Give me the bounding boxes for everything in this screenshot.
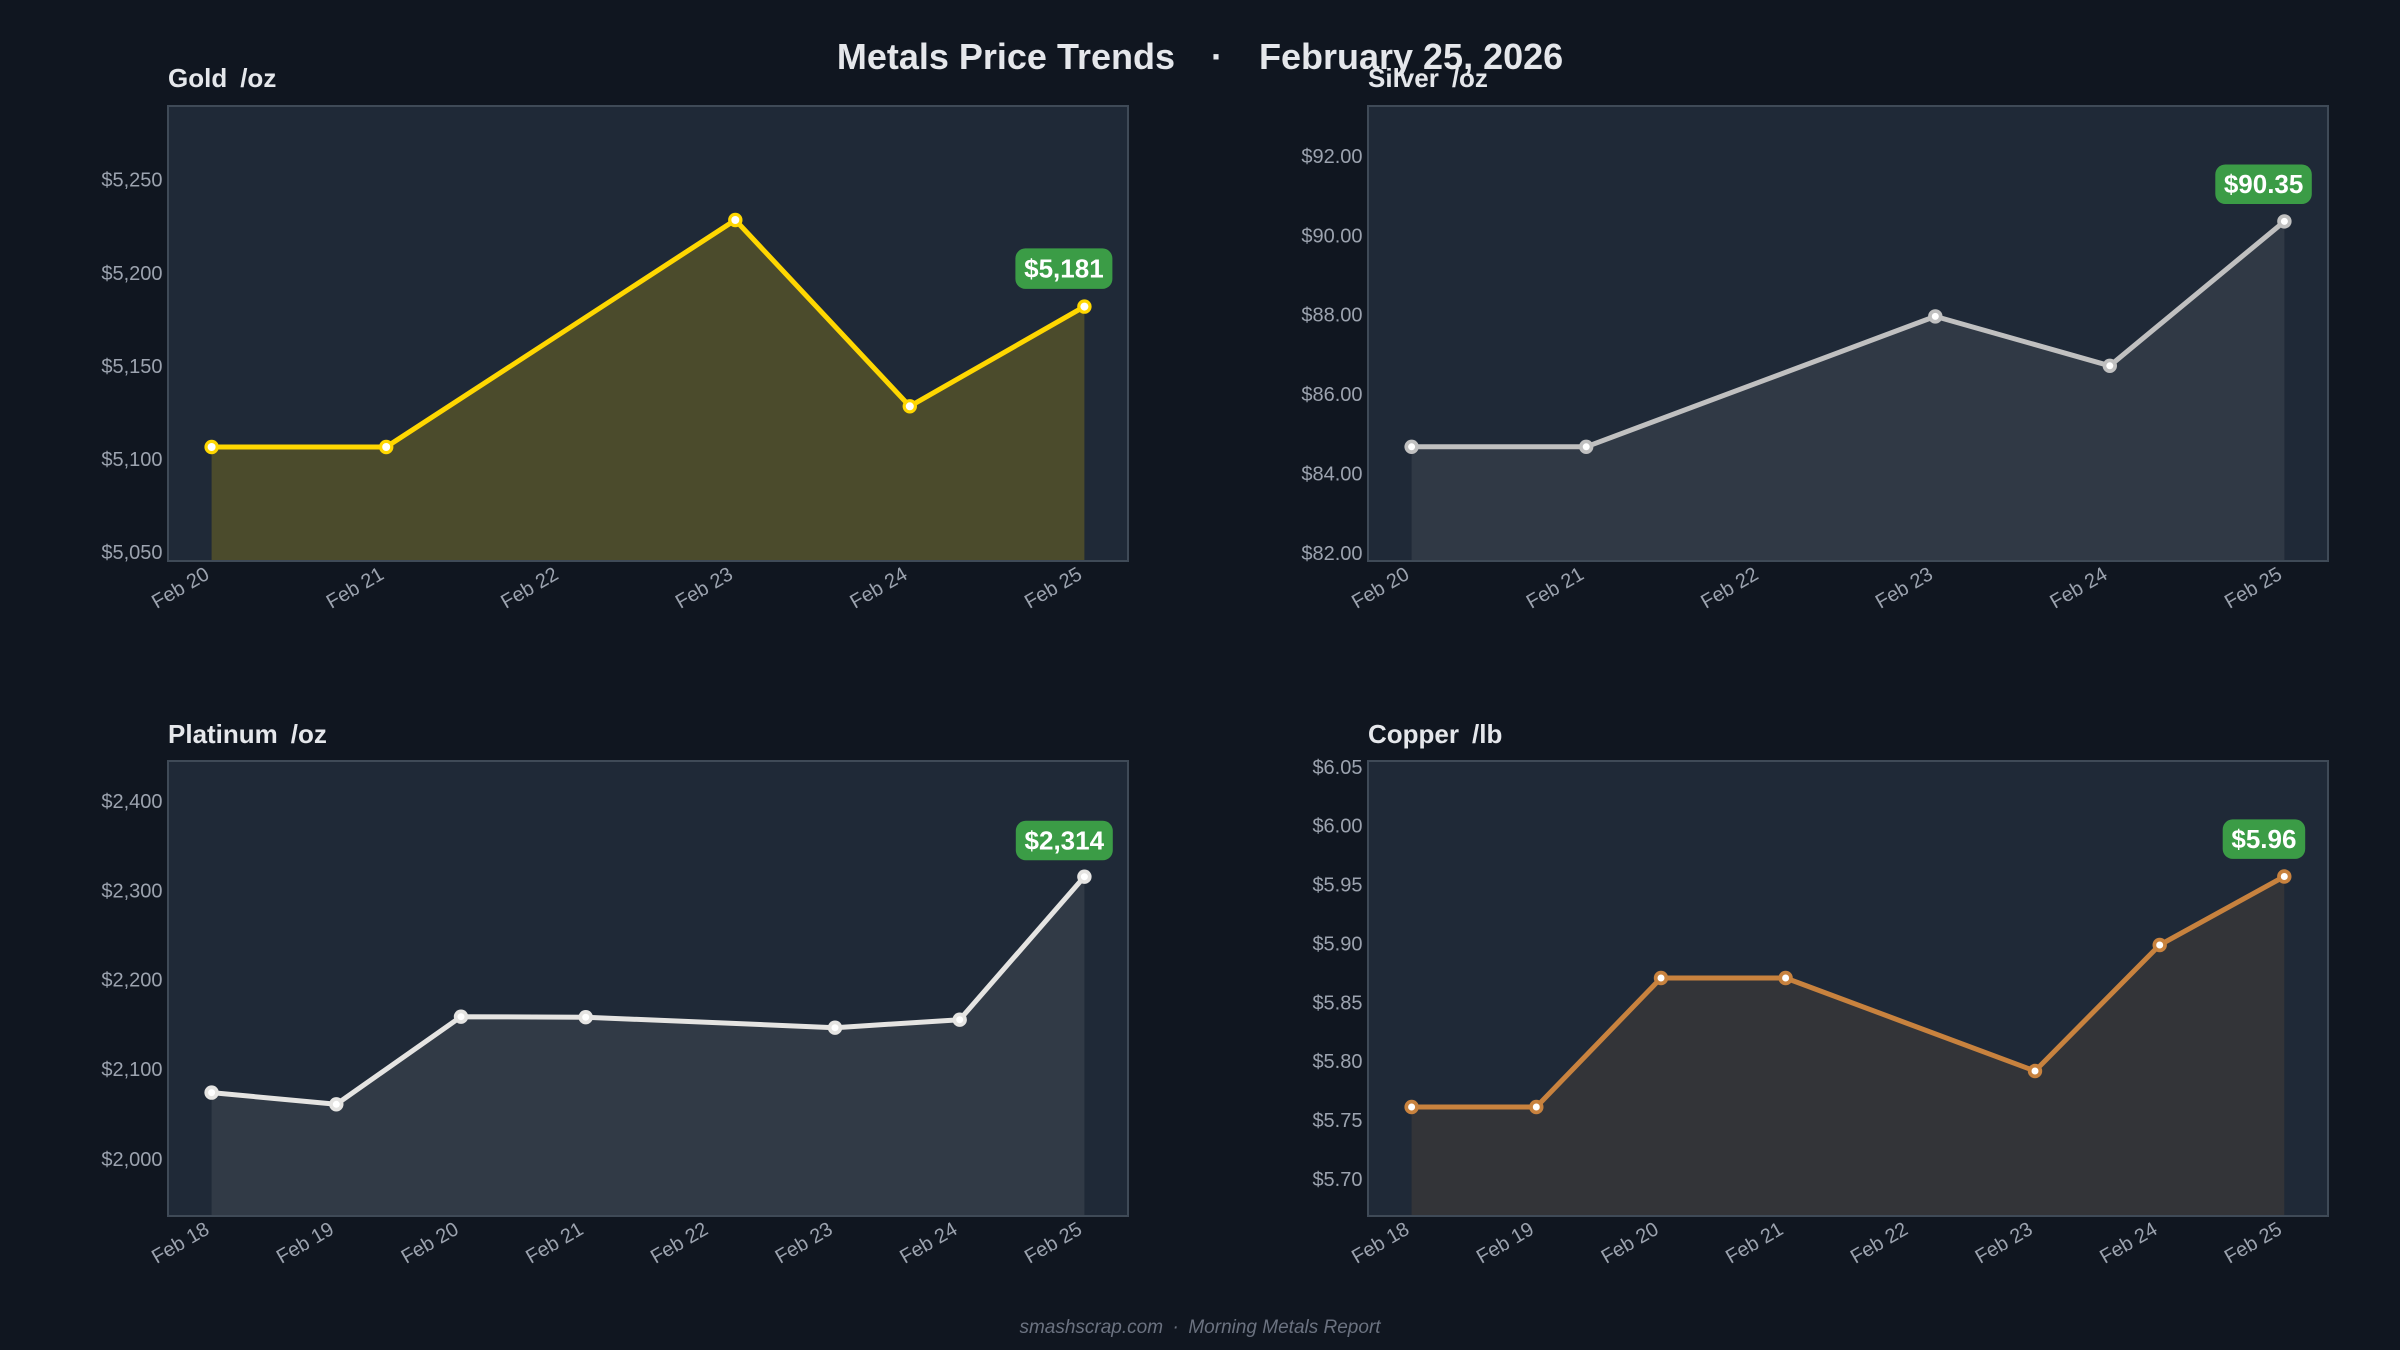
- svg-text:$90.35: $90.35: [2224, 169, 2304, 199]
- svg-text:$92.00: $92.00: [1301, 146, 1362, 168]
- svg-text:$5,200: $5,200: [101, 263, 162, 285]
- svg-text:$5,150: $5,150: [101, 356, 162, 378]
- svg-text:$5,100: $5,100: [101, 449, 162, 471]
- svg-text:$2,300: $2,300: [101, 880, 162, 902]
- svg-text:$5.96: $5.96: [2231, 824, 2296, 854]
- svg-text:$2,400: $2,400: [101, 791, 162, 813]
- svg-text:$88.00: $88.00: [1301, 305, 1362, 327]
- svg-text:$5,181: $5,181: [1024, 254, 1104, 284]
- svg-text:$5.75: $5.75: [1312, 1110, 1362, 1132]
- svg-text:$82.00: $82.00: [1301, 543, 1362, 565]
- svg-text:$90.00: $90.00: [1301, 225, 1362, 247]
- svg-text:Metals Price Trends · Februa: Metals Price Trends · February 25, 2026: [837, 36, 1563, 77]
- svg-text:$5.90: $5.90: [1312, 933, 1362, 955]
- svg-text:$2,200: $2,200: [101, 970, 162, 992]
- svg-text:$6.00: $6.00: [1312, 816, 1362, 838]
- svg-text:$2,100: $2,100: [101, 1059, 162, 1081]
- svg-text:$2,314: $2,314: [1025, 826, 1105, 856]
- svg-text:Copper /lb: Copper /lb: [1368, 719, 1502, 749]
- svg-text:$2,000: $2,000: [101, 1149, 162, 1171]
- svg-text:Silver /oz: Silver /oz: [1368, 63, 1488, 93]
- svg-text:smashscrap.com · Morning Metal: smashscrap.com · Morning Metals Report: [1019, 1317, 1381, 1338]
- svg-text:$86.00: $86.00: [1301, 384, 1362, 406]
- svg-text:$6.05: $6.05: [1312, 757, 1362, 779]
- svg-text:$5.85: $5.85: [1312, 992, 1362, 1014]
- svg-text:$5.80: $5.80: [1312, 1051, 1362, 1073]
- svg-text:$5,050: $5,050: [101, 542, 162, 564]
- svg-text:$5,250: $5,250: [101, 170, 162, 192]
- svg-text:Gold /oz: Gold /oz: [168, 63, 276, 93]
- svg-text:Platinum /oz: Platinum /oz: [168, 719, 327, 749]
- svg-text:$5.95: $5.95: [1312, 875, 1362, 897]
- svg-text:$5.70: $5.70: [1312, 1169, 1362, 1191]
- svg-text:$84.00: $84.00: [1301, 464, 1362, 486]
